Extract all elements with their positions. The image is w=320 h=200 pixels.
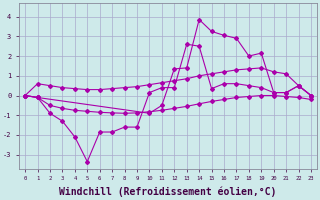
X-axis label: Windchill (Refroidissement éolien,°C): Windchill (Refroidissement éolien,°C)	[60, 187, 277, 197]
